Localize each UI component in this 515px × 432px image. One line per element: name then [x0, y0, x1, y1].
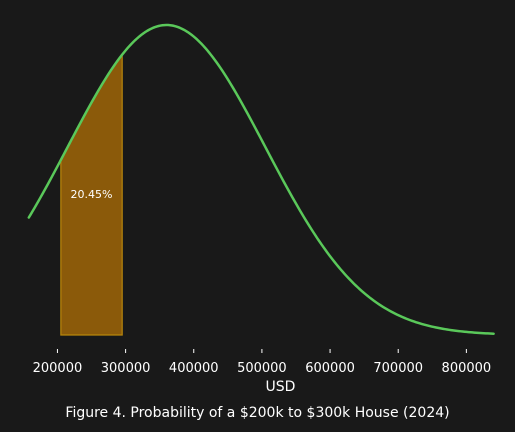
shaded-region-probability-label: 20.45% — [71, 188, 113, 201]
x-tick-label: 200000 — [33, 361, 83, 376]
x-tick-label: 300000 — [101, 361, 151, 376]
x-axis-label: USD — [266, 379, 296, 395]
x-tick-label: 800000 — [442, 361, 492, 376]
x-tick-label: 400000 — [169, 361, 219, 376]
x-tick-label: 600000 — [305, 361, 355, 376]
x-tick-label: 500000 — [237, 361, 287, 376]
density-curve-line — [27, 23, 495, 335]
x-tick-label: 700000 — [373, 361, 423, 376]
figure-caption: Figure 4. Probability of a $200k to $300… — [65, 405, 450, 421]
